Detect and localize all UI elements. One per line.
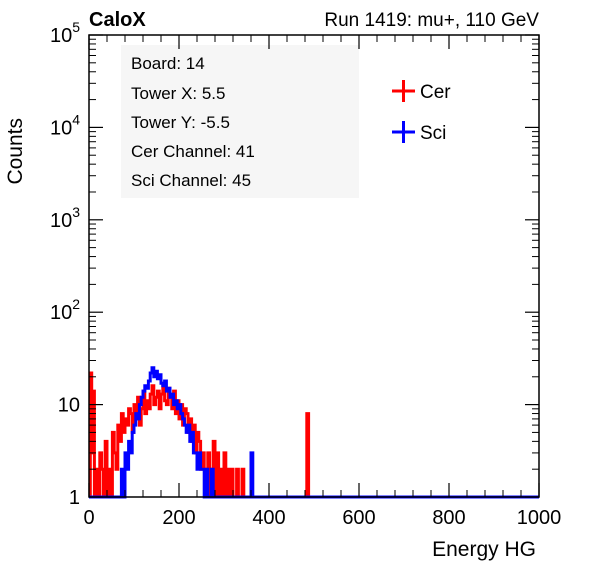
- y-tick-label: 103: [50, 204, 80, 232]
- plot-frame: [88, 34, 540, 498]
- axes-layer: 0 200 400 600 800 1000 1 10 102 103 104 105: [50, 19, 561, 529]
- y-tick-label: 102: [50, 296, 80, 324]
- y-tick-label: 104: [50, 111, 80, 139]
- info-box-background: [121, 45, 359, 198]
- info-line-tower-x: Tower X: 5.5: [131, 84, 226, 103]
- series-line-cer: [88, 371, 539, 499]
- legend-label-sci: Sci: [420, 123, 446, 144]
- legend-entry-cer: Cer: [392, 80, 451, 103]
- info-box: Board: 14 Tower X: 5.5 Tower Y: -5.5 Cer…: [131, 54, 255, 190]
- y-tick-label: 10: [58, 395, 80, 417]
- info-line-board: Board: 14: [131, 54, 205, 73]
- series-layer: [88, 366, 539, 499]
- x-axis-label: Energy HG: [432, 538, 536, 561]
- info-line-sci-channel: Sci Channel: 45: [131, 171, 251, 190]
- x-tick-label: 800: [432, 507, 465, 529]
- series-line-sci: [89, 366, 539, 499]
- y-tick-label: 1: [69, 487, 80, 509]
- y-axis-label: Counts: [4, 118, 27, 185]
- y-tick-label: 105: [50, 19, 80, 47]
- info-line-tower-y: Tower Y: -5.5: [131, 113, 230, 132]
- x-tick-label: 200: [162, 507, 195, 529]
- x-tick-label: 0: [83, 507, 94, 529]
- x-tick-label: 1000: [517, 507, 562, 529]
- run-info: Run 1419: mu+, 110 GeV: [324, 10, 539, 31]
- legend-label-cer: Cer: [420, 82, 451, 103]
- info-line-cer-channel: Cer Channel: 41: [131, 142, 255, 161]
- legend-entry-sci: Sci: [392, 121, 446, 144]
- x-tick-label: 400: [252, 507, 285, 529]
- plot-label: CaloX: [89, 9, 146, 31]
- x-tick-label: 600: [342, 507, 375, 529]
- legend: Cer Sci: [392, 80, 451, 144]
